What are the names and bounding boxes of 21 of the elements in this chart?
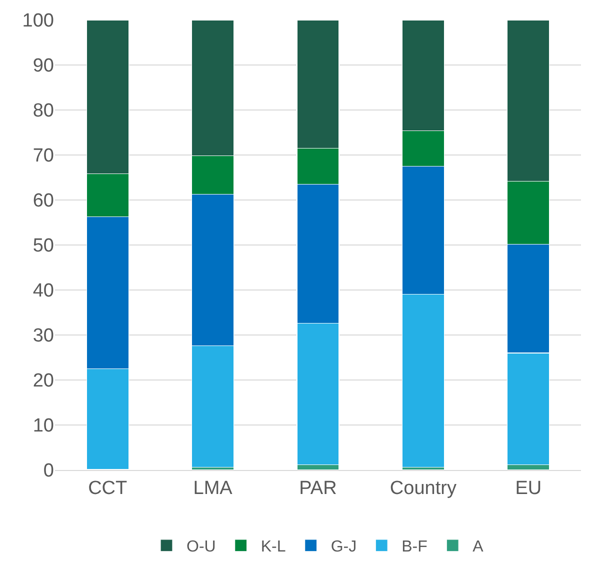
y-tick-label: 100 xyxy=(22,10,54,32)
legend-label: O-U xyxy=(186,538,216,556)
x-tick-label: EU xyxy=(515,478,542,499)
y-tick-label: 30 xyxy=(32,326,54,347)
legend-label: B-F xyxy=(402,538,428,556)
legend-label: A xyxy=(472,538,484,556)
y-tick-label: 0 xyxy=(43,460,54,482)
y-tick-label: 40 xyxy=(32,280,54,302)
y-tick-label: 80 xyxy=(32,100,54,122)
x-tick-label: Country xyxy=(390,478,457,499)
y-tick-label: 50 xyxy=(32,236,54,257)
y-tick-label: 70 xyxy=(32,146,54,167)
x-tick-label: CCT xyxy=(88,478,128,499)
x-tick-label: PAR xyxy=(299,478,337,499)
legend-label: K-L xyxy=(260,538,286,556)
y-tick-label: 90 xyxy=(32,56,54,77)
x-tick-label: LMA xyxy=(193,478,233,499)
legend-label: G-J xyxy=(330,538,357,556)
y-tick-label: 10 xyxy=(32,416,54,437)
y-tick-label: 60 xyxy=(32,190,54,212)
y-tick-label: 20 xyxy=(32,370,54,392)
